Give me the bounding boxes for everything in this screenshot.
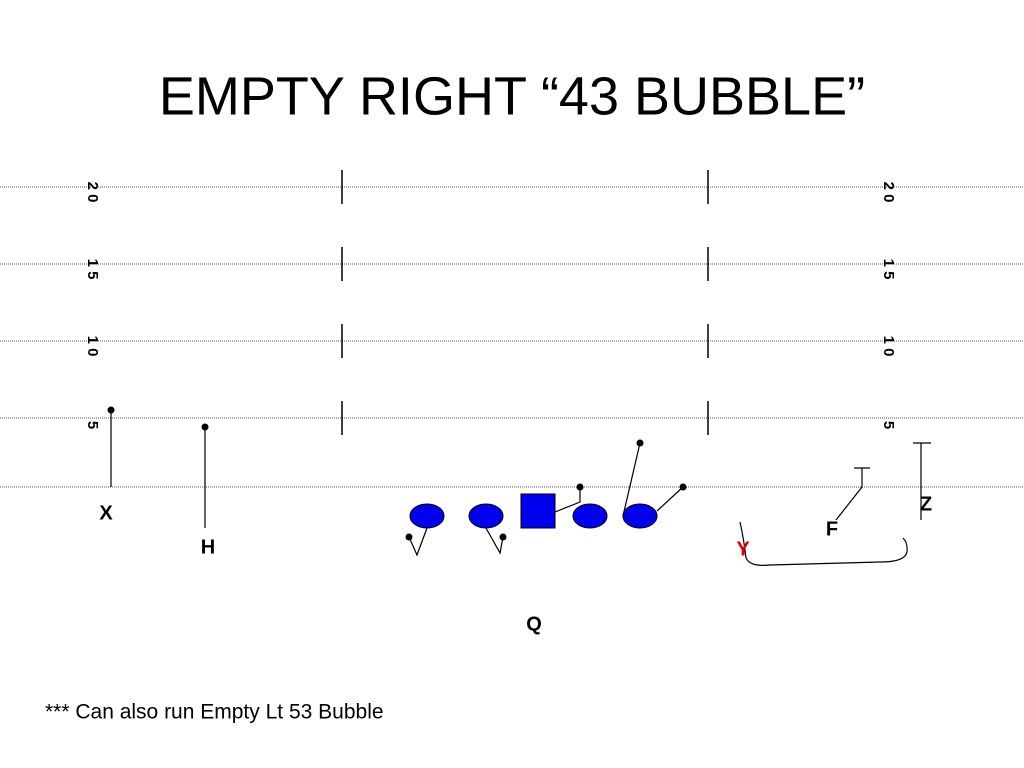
player-label: Q bbox=[526, 613, 542, 635]
note: *** Can also run Empty Lt 53 Bubble bbox=[45, 701, 384, 724]
player-label: F bbox=[826, 518, 838, 540]
yard-number: 1 5 bbox=[880, 259, 897, 280]
field bbox=[0, 170, 1024, 488]
player-labels: X H Y F Z Q bbox=[99, 493, 932, 635]
player-label: Z bbox=[920, 493, 932, 515]
routes bbox=[107, 406, 931, 566]
lineman bbox=[409, 503, 445, 529]
yard-number: 2 0 bbox=[880, 182, 897, 203]
yard-number: 1 0 bbox=[880, 336, 897, 357]
title: EMPTY RIGHT “43 BUBBLE” bbox=[159, 66, 865, 126]
hash-marks bbox=[341, 170, 709, 435]
yard-number: 1 0 bbox=[84, 336, 101, 357]
formation bbox=[409, 493, 658, 529]
yard-numbers: 2 0 1 5 1 0 5 2 0 1 5 1 0 5 bbox=[84, 182, 897, 430]
yard-number: 2 0 bbox=[84, 182, 101, 203]
player-label: H bbox=[201, 536, 215, 558]
yard-number: 5 bbox=[84, 421, 101, 429]
yard-number: 5 bbox=[880, 421, 897, 429]
lineman bbox=[572, 503, 608, 529]
center bbox=[520, 493, 556, 529]
lineman bbox=[622, 503, 658, 529]
player-label: X bbox=[99, 502, 113, 524]
lineman bbox=[468, 503, 504, 529]
player-label: Y bbox=[736, 538, 750, 560]
yard-number: 1 5 bbox=[84, 259, 101, 280]
